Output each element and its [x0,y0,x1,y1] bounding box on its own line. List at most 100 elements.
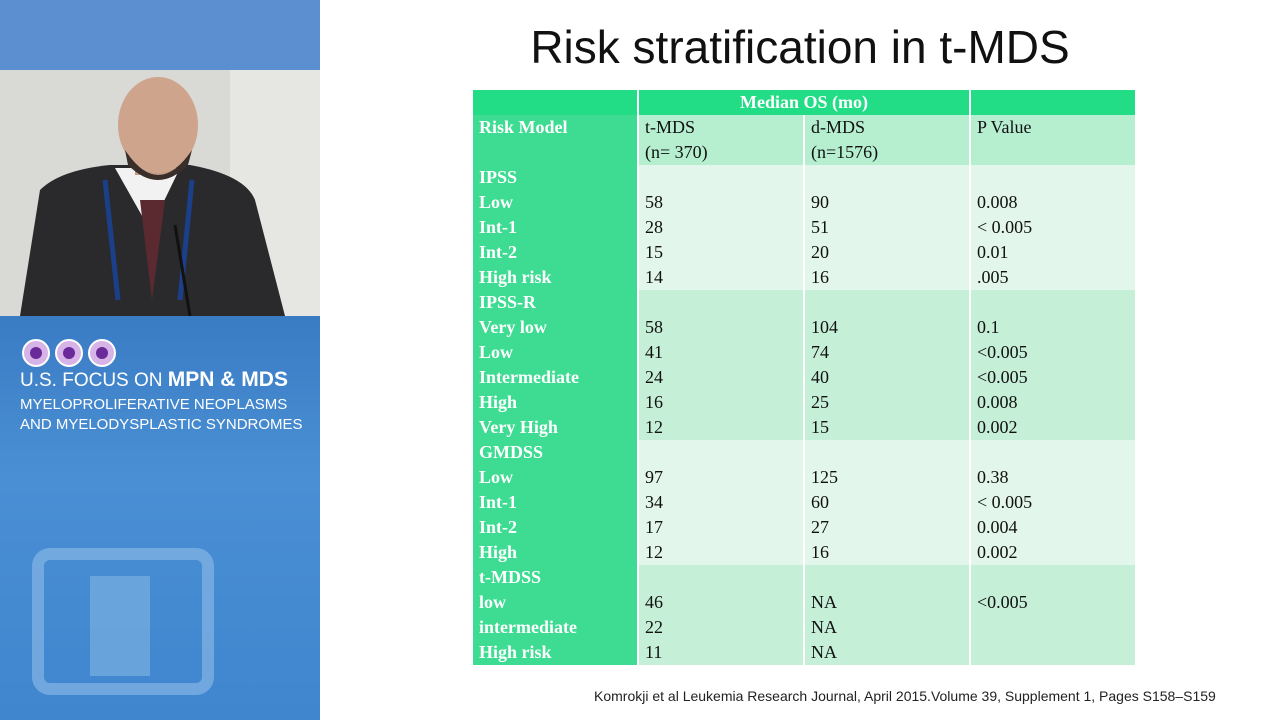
data-cell: 41 [638,340,805,365]
data-cell: 74 [804,340,971,365]
group-cell [970,440,1137,465]
cell-text: Median OS (mo) [740,92,868,112]
cell-text: 0.38 [977,467,1009,487]
cell-text: 34 [645,492,663,512]
data-row: Low 41 74 <0.005 [473,340,1137,365]
cell-text: 20 [811,242,829,262]
cell-text: 15 [811,417,829,437]
cell-text: 0.002 [977,417,1018,437]
cell-text: Int-2 [479,242,518,262]
slide-title: Risk stratification in t-MDS [530,21,1070,73]
data-cell: 0.38 [970,465,1137,490]
cell-text: 17 [645,517,663,537]
cell-text: 90 [811,192,829,212]
data-cell: 16 [638,390,805,415]
data-cell: 125 [804,465,971,490]
data-cell: High risk [473,640,639,665]
data-cell: High [473,540,639,565]
data-row: Int-1 34 60 < 0.005 [473,490,1137,515]
data-cell: 0.1 [970,315,1137,340]
cell-text: NA [811,592,837,612]
data-cell: NA [804,615,971,640]
data-cell: 25 [804,390,971,415]
brand-text: MYELOPROLIFERATIVE NEOPLASMS [20,396,288,413]
data-cell: <0.005 [970,590,1137,615]
group-cell [970,565,1137,590]
cell-text: <0.005 [977,342,1028,362]
brand-graphics [22,339,214,695]
cell-text: t-MDSS [479,567,541,587]
cell-text: Very low [479,317,547,337]
data-cell: 12 [638,540,805,565]
group-cell [804,290,971,315]
data-cell: < 0.005 [970,490,1137,515]
data-row: Int-2 15 20 0.01 [473,240,1137,265]
data-cell: Int-2 [473,515,639,540]
cell-text: 0.002 [977,542,1018,562]
data-cell: 46 [638,590,805,615]
data-cell: 90 [804,190,971,215]
data-cell: 16 [804,265,971,290]
group-cell [638,565,805,590]
data-cell: 24 [638,365,805,390]
group-row: GMDSS [473,440,1137,465]
cell-text: High risk [479,642,552,662]
data-cell: Low [473,190,639,215]
cell-text: 12 [645,542,663,562]
data-row: Intermediate 24 40 <0.005 [473,365,1137,390]
data-row: High risk 11 NA [473,640,1137,665]
header-row: Median OS (mo) [473,90,1137,115]
cell-text: Int-2 [479,517,518,537]
cell-text: High risk [479,267,552,287]
data-cell: High risk [473,265,639,290]
data-row: Int-1 28 51 < 0.005 [473,215,1137,240]
cell-text: 41 [645,342,663,362]
cell-text: High [479,392,518,412]
group-cell [638,165,805,190]
data-cell: <0.005 [970,365,1137,390]
cell-text: Intermediate [479,367,579,387]
cell-text: 40 [811,367,829,387]
data-cell: 20 [804,240,971,265]
column-cell: t-MDS (n= 370) [638,115,805,165]
data-cell: 0.002 [970,415,1137,440]
cell-text: 58 [645,317,663,337]
cell-text: Risk Model [479,117,568,137]
data-cell: Very low [473,315,639,340]
cell-text: <0.005 [977,592,1028,612]
cell-text: 15 [645,242,663,262]
cell-text: IPSS-R [479,292,537,312]
citation: Komrokji et al Leukemia Research Journal… [594,688,1216,704]
group-cell: IPSS [473,165,639,190]
data-cell: 58 [638,190,805,215]
data-cell: NA [804,590,971,615]
group-cell [638,290,805,315]
cell-text: low [479,592,506,612]
cell-text: 0.1 [977,317,1000,337]
brand-text: AND MYELODYSPLASTIC SYNDROMES [20,416,303,433]
header-cell [473,90,639,115]
cell-text: t-MDS [645,117,696,137]
data-cell: 0.01 [970,240,1137,265]
group-cell: GMDSS [473,440,639,465]
cell-text: (n=1576) [811,142,879,162]
data-cell: 15 [638,240,805,265]
data-cell: Int-1 [473,490,639,515]
group-cell [970,165,1137,190]
data-cell: Low [473,340,639,365]
data-cell: 15 [804,415,971,440]
cell-text: 74 [811,342,829,362]
data-cell: 12 [638,415,805,440]
cell-text: 60 [811,492,829,512]
group-cell [804,565,971,590]
cell-text: 12 [645,417,663,437]
column-row: Risk Model t-MDS (n= 370) d-MDS (n=1576) P Va… [473,115,1137,165]
data-cell: 40 [804,365,971,390]
cell-text: .005 [977,267,1009,287]
data-cell: 0.002 [970,540,1137,565]
data-cell: 0.008 [970,190,1137,215]
data-row: Very low 58 104 0.1 [473,315,1137,340]
cell-text: GMDSS [479,442,544,462]
data-cell: 28 [638,215,805,240]
cell-text: 16 [811,267,829,287]
